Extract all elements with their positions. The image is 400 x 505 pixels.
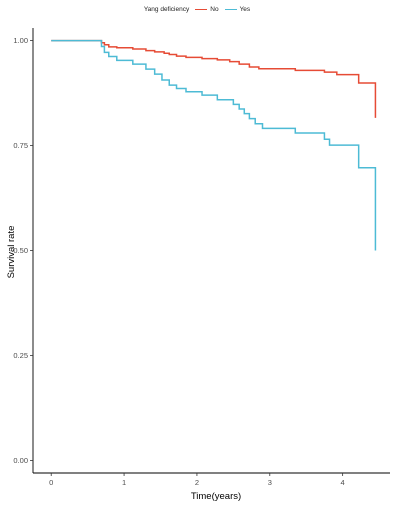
y-tick-label: 0.25 [13, 351, 28, 360]
legend-item-no: No [195, 6, 219, 13]
legend: Yang deficiency No Yes [0, 6, 400, 13]
y-axis-title: Survival rate [6, 226, 17, 279]
series-line-no [51, 39, 377, 118]
y-tick-label: 1.00 [13, 36, 28, 45]
legend-swatch-yes [224, 9, 237, 10]
ticks: 0 1 2 3 4 0.00 0.25 0.50 0.75 1.00 [13, 36, 344, 487]
x-tick-label: 0 [49, 478, 53, 487]
legend-item-yes: Yes [224, 6, 251, 13]
x-tick-label: 2 [195, 478, 199, 487]
y-tick-label: 0.50 [13, 246, 28, 255]
x-tick-label: 1 [122, 478, 126, 487]
series-line-yes [51, 39, 377, 251]
y-tick-label: 0.75 [13, 141, 28, 150]
x-axis-title: Time(years) [191, 491, 241, 502]
y-tick-label: 0.00 [13, 456, 28, 465]
legend-label-no: No [210, 6, 219, 13]
x-tick-label: 3 [268, 478, 272, 487]
series-lines [51, 39, 377, 251]
legend-label-yes: Yes [239, 6, 251, 13]
legend-title: Yang deficiency [143, 6, 190, 13]
legend-swatch-no [195, 9, 208, 10]
x-tick-label: 4 [341, 478, 345, 487]
